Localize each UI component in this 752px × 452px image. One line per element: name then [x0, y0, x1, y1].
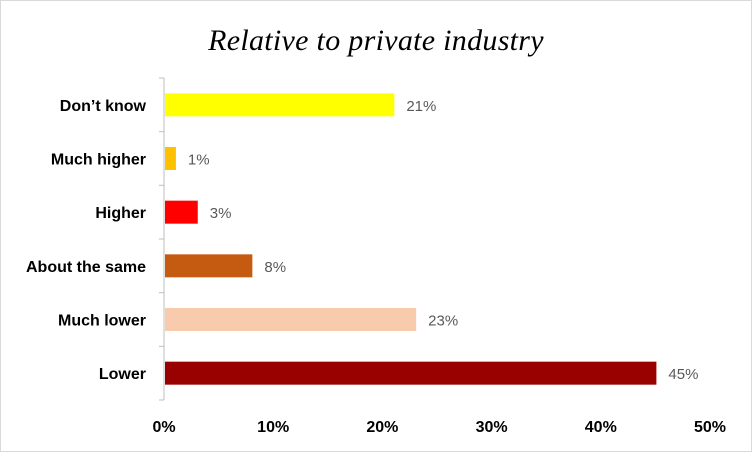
data-label: 45%	[668, 366, 698, 383]
data-label: 21%	[406, 98, 436, 115]
x-tick-label: 40%	[585, 419, 617, 436]
category-label: Much lower	[58, 313, 146, 330]
x-tick-label: 30%	[476, 419, 508, 436]
category-label: Don’t know	[60, 98, 147, 115]
chart-title: Relative to private industry	[208, 24, 544, 57]
bar	[165, 254, 253, 278]
x-tick-label: 50%	[694, 419, 726, 436]
category-label: Much higher	[51, 152, 146, 169]
x-tick-label: 20%	[366, 419, 398, 436]
bar	[165, 93, 395, 117]
bar	[165, 361, 657, 385]
bar	[165, 147, 176, 170]
bar	[165, 308, 417, 331]
data-label: 1%	[188, 152, 210, 169]
x-tick-label: 10%	[257, 419, 289, 436]
data-label: 23%	[428, 313, 458, 330]
x-tick-label: 0%	[152, 419, 175, 436]
category-label: Lower	[99, 366, 146, 383]
category-label: Higher	[95, 205, 146, 222]
data-label: 3%	[210, 205, 232, 222]
category-label: About the same	[26, 259, 146, 276]
data-label: 8%	[264, 259, 286, 276]
bar	[165, 200, 198, 224]
